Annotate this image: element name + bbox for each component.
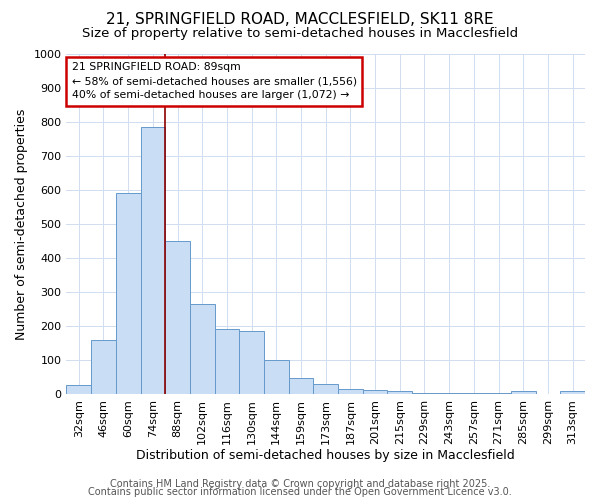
Bar xyxy=(116,194,140,394)
Bar xyxy=(165,241,190,394)
Bar xyxy=(412,393,437,394)
Bar xyxy=(313,384,338,394)
Bar xyxy=(67,386,91,394)
Bar xyxy=(363,390,388,394)
Text: Size of property relative to semi-detached houses in Macclesfield: Size of property relative to semi-detach… xyxy=(82,28,518,40)
Text: 21 SPRINGFIELD ROAD: 89sqm
← 58% of semi-detached houses are smaller (1,556)
40%: 21 SPRINGFIELD ROAD: 89sqm ← 58% of semi… xyxy=(71,62,357,100)
Bar xyxy=(560,390,585,394)
Bar xyxy=(140,127,165,394)
X-axis label: Distribution of semi-detached houses by size in Macclesfield: Distribution of semi-detached houses by … xyxy=(136,450,515,462)
Bar xyxy=(239,331,264,394)
Text: Contains HM Land Registry data © Crown copyright and database right 2025.: Contains HM Land Registry data © Crown c… xyxy=(110,479,490,489)
Bar xyxy=(338,389,363,394)
Bar xyxy=(511,391,536,394)
Bar xyxy=(264,360,289,394)
Text: 21, SPRINGFIELD ROAD, MACCLESFIELD, SK11 8RE: 21, SPRINGFIELD ROAD, MACCLESFIELD, SK11… xyxy=(106,12,494,28)
Bar xyxy=(91,340,116,394)
Bar xyxy=(437,393,461,394)
Bar xyxy=(215,330,239,394)
Y-axis label: Number of semi-detached properties: Number of semi-detached properties xyxy=(15,108,28,340)
Bar xyxy=(190,304,215,394)
Text: Contains public sector information licensed under the Open Government Licence v3: Contains public sector information licen… xyxy=(88,487,512,497)
Bar xyxy=(289,378,313,394)
Bar xyxy=(388,390,412,394)
Bar xyxy=(461,393,486,394)
Bar xyxy=(486,393,511,394)
